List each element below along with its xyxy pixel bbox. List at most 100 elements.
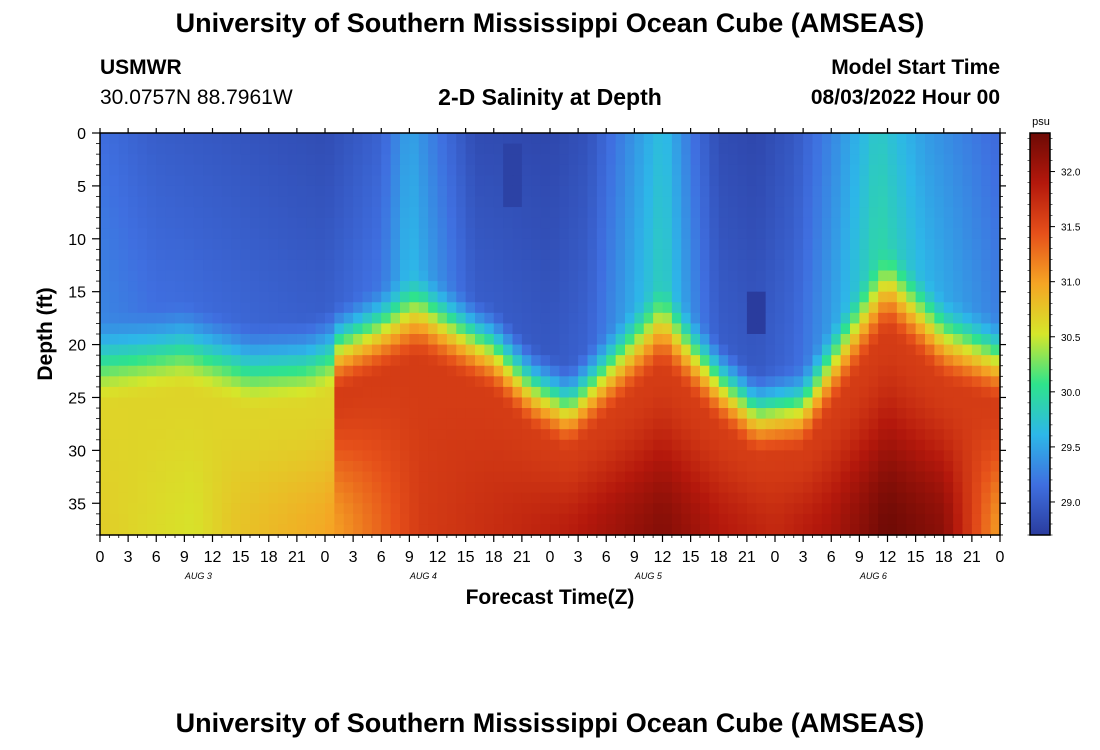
heatmap-cell bbox=[381, 281, 392, 293]
heatmap-cell bbox=[700, 207, 710, 219]
heatmap-cell bbox=[343, 302, 354, 314]
heatmap-cell bbox=[634, 355, 645, 367]
heatmap-cell bbox=[250, 228, 260, 240]
heatmap-cell bbox=[456, 471, 467, 483]
heatmap-cell bbox=[709, 133, 720, 145]
heatmap-cell bbox=[775, 175, 785, 187]
heatmap-cell bbox=[990, 270, 1001, 282]
heatmap-cell bbox=[428, 439, 439, 451]
heatmap-cell bbox=[175, 207, 185, 219]
heatmap-cell bbox=[643, 281, 654, 293]
heatmap-cell bbox=[578, 323, 589, 335]
heatmap-cell bbox=[906, 217, 917, 229]
heatmap-cell bbox=[390, 397, 401, 409]
heatmap-cell bbox=[990, 238, 1001, 250]
heatmap-cell bbox=[296, 312, 307, 325]
heatmap-cell bbox=[756, 355, 767, 367]
heatmap-cell bbox=[100, 238, 110, 250]
heatmap-cell bbox=[118, 133, 129, 145]
heatmap-cell bbox=[718, 249, 729, 261]
heatmap-cell bbox=[634, 291, 645, 303]
heatmap-cell bbox=[765, 376, 776, 388]
heatmap-cell bbox=[831, 344, 842, 356]
heatmap-cell bbox=[812, 302, 823, 314]
heatmap-cell bbox=[400, 323, 410, 335]
heatmap-cell bbox=[184, 207, 195, 219]
heatmap-cell bbox=[878, 175, 889, 187]
heatmap-cell bbox=[521, 323, 532, 335]
heatmap-cell bbox=[137, 365, 148, 377]
heatmap-cell bbox=[203, 291, 214, 303]
heatmap-cell bbox=[700, 238, 710, 250]
heatmap-cell bbox=[700, 323, 710, 335]
heatmap-cell bbox=[268, 471, 279, 483]
heatmap-cell bbox=[615, 196, 626, 208]
heatmap-cell bbox=[409, 450, 420, 462]
heatmap-cell bbox=[484, 143, 495, 155]
heatmap-cell bbox=[971, 418, 982, 430]
heatmap-cell bbox=[821, 270, 832, 282]
heatmap-cell bbox=[625, 196, 635, 208]
heatmap-cell bbox=[118, 460, 129, 473]
heatmap-cell bbox=[887, 397, 898, 409]
heatmap-cell bbox=[512, 323, 523, 335]
heatmap-cell bbox=[334, 133, 345, 145]
heatmap-cell bbox=[568, 439, 579, 451]
heatmap-cell bbox=[212, 524, 223, 536]
heatmap-cell bbox=[306, 439, 317, 451]
heatmap-cell bbox=[943, 503, 954, 515]
heatmap-cell bbox=[934, 217, 945, 229]
heatmap-cell bbox=[943, 492, 954, 504]
heatmap-cell bbox=[746, 418, 757, 430]
heatmap-cell bbox=[250, 302, 260, 314]
heatmap-cell bbox=[221, 133, 232, 145]
x-tick-label: 9 bbox=[855, 549, 864, 566]
heatmap-cell bbox=[465, 238, 476, 250]
heatmap-cell bbox=[175, 217, 185, 229]
heatmap-cell bbox=[971, 439, 982, 451]
heatmap-cell bbox=[990, 460, 1001, 473]
heatmap-cell bbox=[793, 133, 804, 145]
heatmap-cell bbox=[456, 376, 467, 388]
heatmap-cell bbox=[756, 133, 767, 145]
heatmap-cell bbox=[128, 365, 139, 377]
heatmap-cell bbox=[662, 217, 673, 229]
heatmap-cell bbox=[709, 471, 720, 483]
heatmap-cell bbox=[409, 503, 420, 515]
heatmap-cell bbox=[840, 164, 851, 176]
heatmap-cell bbox=[878, 143, 889, 155]
heatmap-cell bbox=[831, 302, 842, 314]
heatmap-cell bbox=[550, 312, 560, 325]
heatmap-cell bbox=[868, 386, 879, 399]
heatmap-cell bbox=[615, 460, 626, 473]
heatmap-cell bbox=[559, 460, 570, 473]
heatmap-cell bbox=[156, 492, 167, 504]
heatmap-cell bbox=[568, 207, 579, 219]
x-axis-label: Forecast Time(Z) bbox=[466, 586, 635, 609]
heatmap-cell bbox=[446, 344, 457, 356]
heatmap-cell bbox=[821, 503, 832, 515]
heatmap-cell bbox=[531, 429, 542, 441]
heatmap-cell bbox=[278, 270, 289, 282]
heatmap-cell bbox=[512, 524, 523, 536]
heatmap-cell bbox=[625, 524, 635, 536]
heatmap-cell bbox=[156, 439, 167, 451]
heatmap-cell bbox=[184, 133, 195, 145]
heatmap-cell bbox=[878, 207, 889, 219]
heatmap-cell bbox=[306, 185, 317, 198]
heatmap-cell bbox=[925, 143, 935, 155]
heatmap-cell bbox=[334, 344, 345, 356]
heatmap-cell bbox=[653, 355, 664, 367]
heatmap-cell bbox=[240, 429, 251, 441]
heatmap-cell bbox=[784, 312, 795, 325]
heatmap-cell bbox=[484, 524, 495, 536]
heatmap-cell bbox=[475, 312, 485, 325]
heatmap-cell bbox=[278, 408, 289, 420]
heatmap-cell bbox=[109, 408, 120, 420]
heatmap-cell bbox=[521, 492, 532, 504]
heatmap-cell bbox=[240, 482, 251, 494]
heatmap-cell bbox=[606, 175, 617, 187]
heatmap-cell bbox=[737, 492, 748, 504]
heatmap-cell bbox=[850, 312, 860, 325]
